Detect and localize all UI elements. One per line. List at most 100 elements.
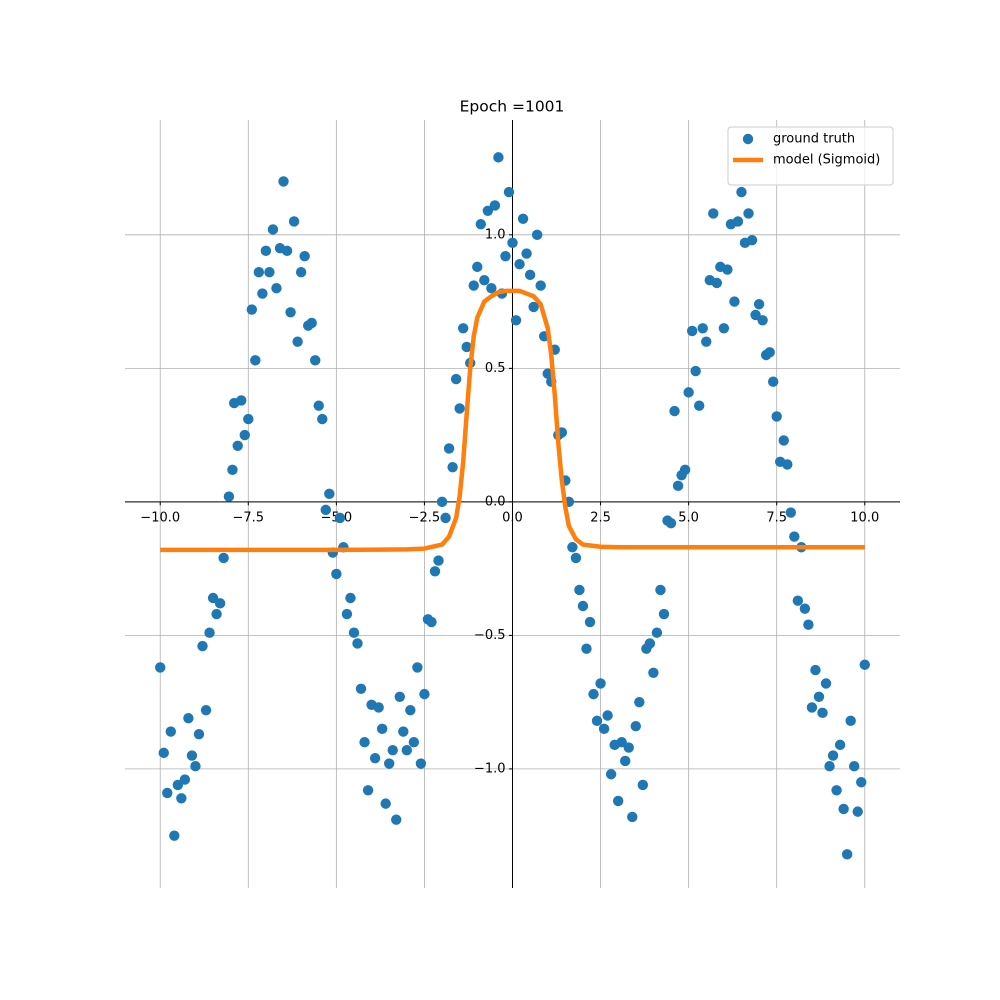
scatter-point xyxy=(398,726,409,737)
scatter-point xyxy=(799,603,811,614)
scatter-point xyxy=(785,507,796,518)
scatter-point xyxy=(634,696,645,708)
chart-title: Epoch =1001 xyxy=(460,98,565,116)
scatter-point xyxy=(190,761,201,772)
scatter-point xyxy=(267,224,279,235)
scatter-point xyxy=(838,803,849,815)
scatter-point xyxy=(227,464,238,476)
scatter-point xyxy=(620,755,631,767)
scatter-point xyxy=(461,341,472,353)
scatter-point xyxy=(204,627,215,638)
scatter-point xyxy=(278,176,289,187)
scatter-point xyxy=(531,229,543,241)
scatter-point xyxy=(782,459,793,470)
scatter-point xyxy=(475,218,486,230)
scatter-point xyxy=(750,309,761,321)
scatter-point xyxy=(577,600,589,612)
scatter-point xyxy=(200,704,212,716)
scatter-point xyxy=(489,200,501,211)
x-tick-label: −10.0 xyxy=(140,510,180,525)
scatter-point xyxy=(486,283,497,294)
scatter-point xyxy=(281,245,293,257)
scatter-point xyxy=(521,248,532,259)
scatter-point xyxy=(637,779,649,791)
scatter-point xyxy=(824,761,835,772)
scatter-point xyxy=(598,723,610,735)
scatter-point xyxy=(630,720,641,732)
scatter-point xyxy=(158,747,169,759)
scatter-point xyxy=(711,277,723,289)
scatter-point xyxy=(443,443,455,454)
scatter-point xyxy=(605,769,617,780)
scatter-point xyxy=(806,702,818,713)
scatter-point xyxy=(169,830,180,841)
scatter-point xyxy=(820,678,832,689)
scatter-point xyxy=(849,761,860,772)
scatter-point xyxy=(387,745,398,756)
scatter-point xyxy=(644,638,656,649)
scatter-point xyxy=(380,798,391,809)
scatter-point xyxy=(841,849,853,860)
x-tick-label: −7.5 xyxy=(233,510,265,525)
scatter-point xyxy=(345,592,356,604)
scatter-point xyxy=(348,627,360,638)
scatter-point xyxy=(655,584,666,596)
scatter-point xyxy=(211,608,222,620)
scatter-point xyxy=(743,208,754,219)
scatter-point xyxy=(197,640,208,652)
scatter-point xyxy=(570,552,582,564)
scatter-point xyxy=(260,245,272,257)
scatter-point xyxy=(155,662,166,673)
scatter-point xyxy=(500,250,511,262)
scatter-point xyxy=(359,736,370,748)
scatter-point xyxy=(859,659,870,670)
scatter-point xyxy=(334,512,346,524)
scatter-point xyxy=(183,712,194,724)
y-tick-label: −0.5 xyxy=(474,628,506,643)
scatter-point xyxy=(694,400,705,411)
scatter-point xyxy=(813,691,825,703)
scatter-point xyxy=(243,413,254,425)
scatter-point xyxy=(250,355,261,366)
scatter-point xyxy=(623,742,634,753)
scatter-point xyxy=(433,555,444,566)
scatter-point xyxy=(482,205,494,216)
scatter-point xyxy=(223,491,235,502)
scatter-point xyxy=(457,323,469,334)
scatter-point xyxy=(310,355,321,366)
scatter-point xyxy=(450,373,462,385)
scatter-point xyxy=(827,750,839,761)
scatter-point xyxy=(412,662,423,673)
scatter-point xyxy=(535,280,546,291)
scatter-point xyxy=(810,664,821,676)
y-tick-label: 0.0 xyxy=(485,494,506,509)
scatter-point xyxy=(239,429,250,441)
scatter-point xyxy=(542,368,553,379)
scatter-point xyxy=(384,758,395,769)
scatter-point xyxy=(447,461,458,473)
scatter-point xyxy=(193,728,205,740)
scatter-point xyxy=(207,592,219,604)
scatter-point xyxy=(852,806,863,817)
y-tick-label: 1.0 xyxy=(485,227,506,242)
scatter-point xyxy=(341,608,353,620)
x-tick-label: 2.5 xyxy=(590,510,611,525)
scatter-point xyxy=(264,267,275,278)
scatter-point xyxy=(295,267,307,278)
scatter-point xyxy=(288,216,300,227)
scatter-point xyxy=(214,598,226,609)
scatter-point xyxy=(683,387,694,398)
scatter-point xyxy=(415,758,427,769)
y-tick-label: 0.5 xyxy=(485,361,506,376)
x-tick-label: −2.5 xyxy=(409,510,441,525)
scatter-point xyxy=(648,667,659,678)
scatter-point xyxy=(789,531,800,542)
scatter-point xyxy=(179,774,191,785)
scatter-point xyxy=(524,269,536,281)
scatter-point xyxy=(831,785,842,796)
scatter-point xyxy=(218,552,229,564)
scatter-point xyxy=(454,403,465,414)
scatter-point xyxy=(767,376,779,387)
scatter-point xyxy=(602,710,613,721)
legend-box xyxy=(727,126,894,186)
